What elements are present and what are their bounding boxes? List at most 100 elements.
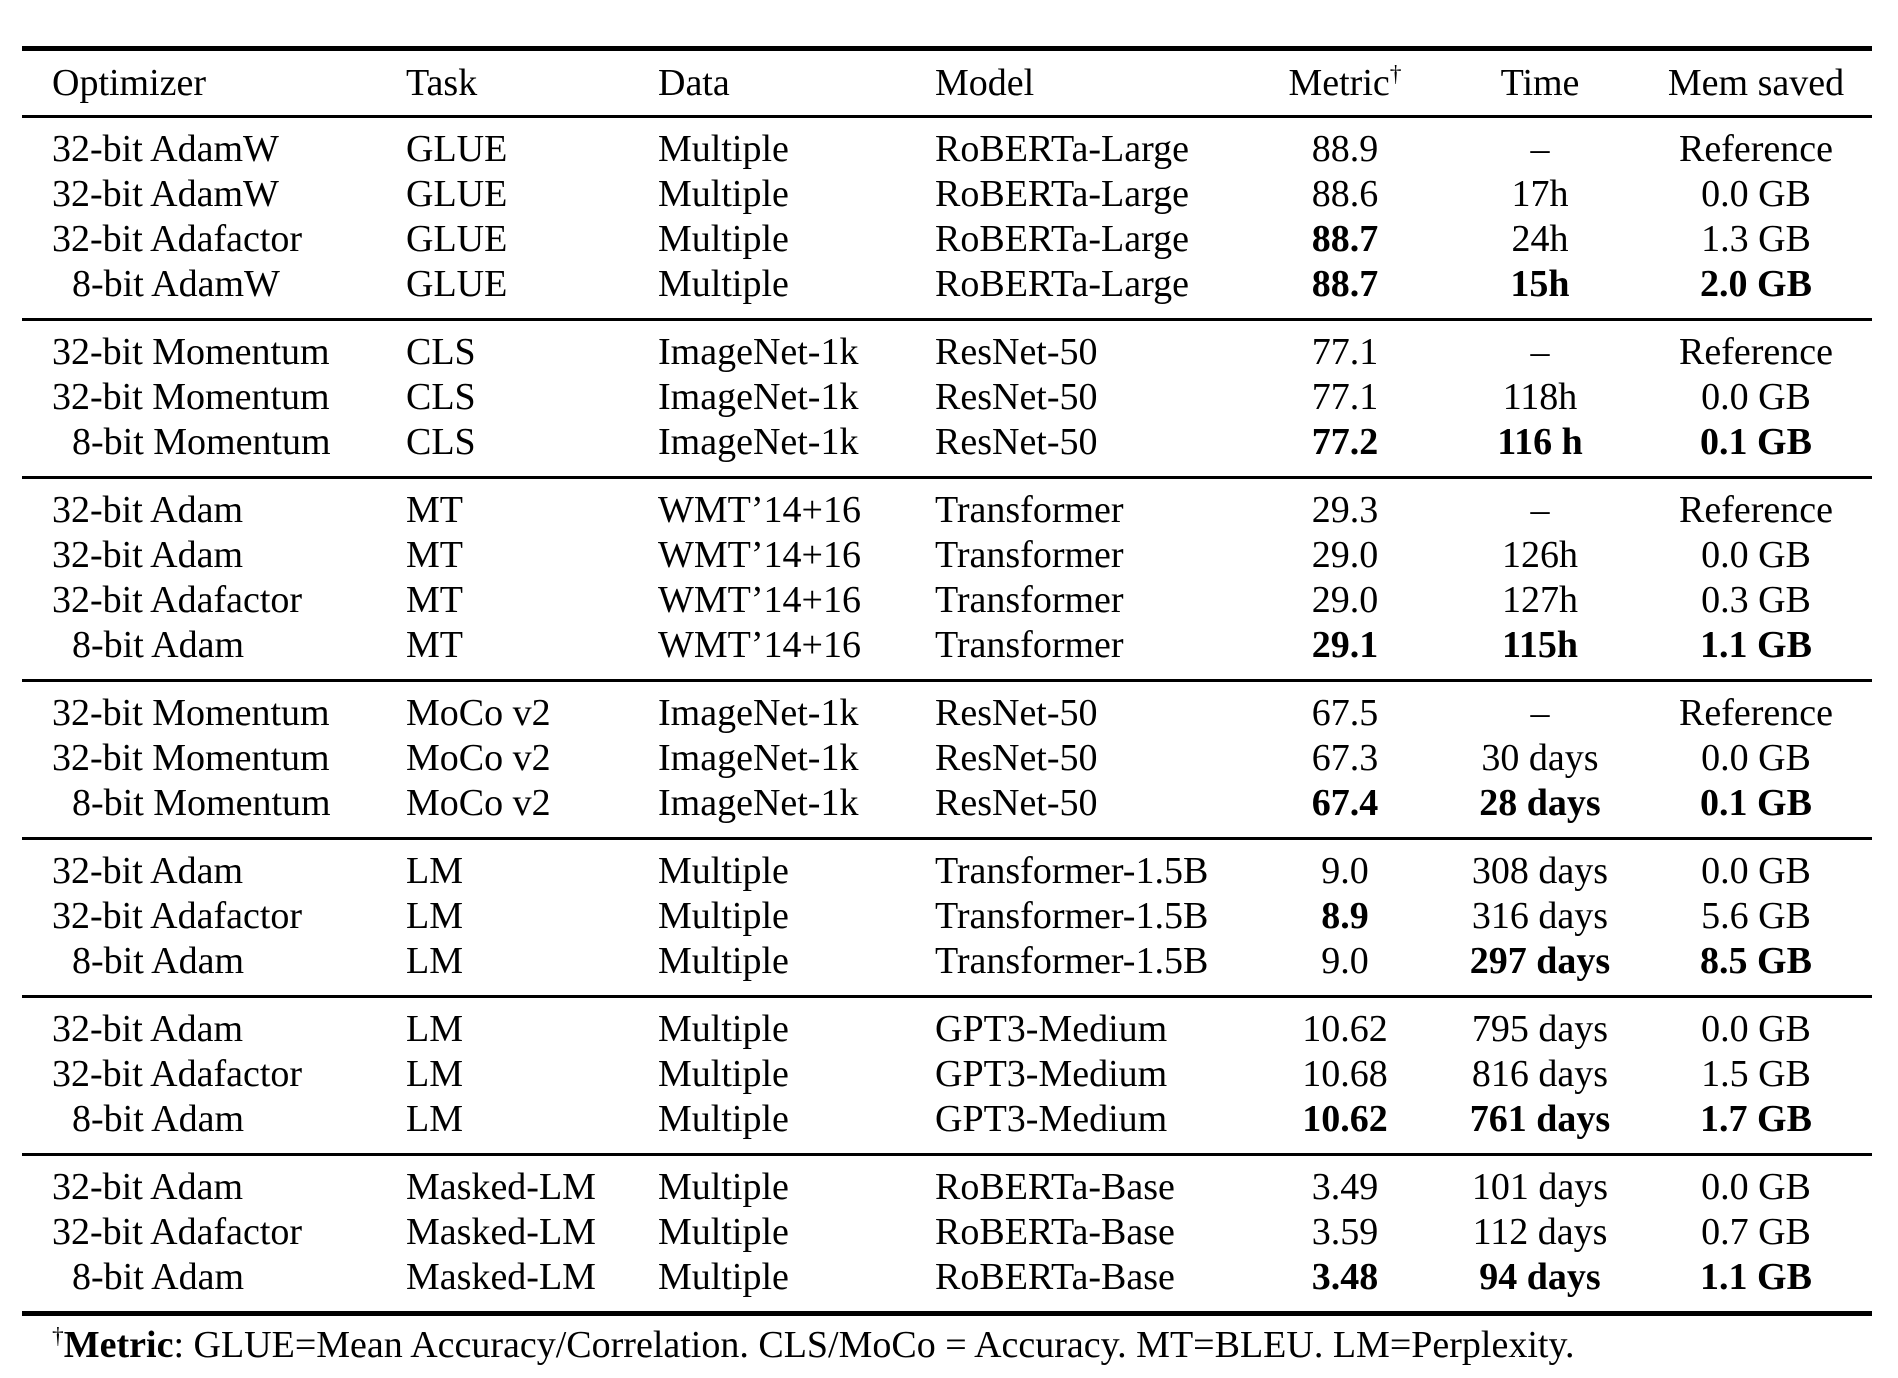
cell-model: GPT3-Medium <box>935 1098 1168 1140</box>
header-row: Optimizer Task Data Model Metric† Time M… <box>22 48 1872 118</box>
cell-mem-saved: 5.6 GB <box>1701 895 1811 937</box>
dagger-icon: † <box>1389 61 1402 88</box>
cell-model: RoBERTa-Large <box>935 263 1189 305</box>
table-group: 32-bit Adam LM Multiple GPT3-Medium 10.62 795… <box>22 996 1872 1155</box>
cell-optimizer: 8-bit Adam <box>72 1256 245 1298</box>
table-row: 8-bit Adam LM Multiple Transformer-1.5B 9.0 2… <box>22 939 1872 997</box>
cell-model: RoBERTa-Large <box>935 128 1189 170</box>
cell-metric: 29.3 <box>1311 489 1379 531</box>
cell-optimizer: 8-bit Adam <box>72 940 245 982</box>
table-group: 32-bit Adam Masked-LM Multiple RoBERTa-Base… <box>22 1154 1872 1314</box>
cell-time: 28 days <box>1479 782 1601 824</box>
cell-task: Masked-LM <box>406 1211 596 1253</box>
cell-optimizer: 32-bit Momentum <box>52 692 330 734</box>
cell-task: CLS <box>406 376 476 418</box>
cell-time: 118h <box>1502 376 1578 418</box>
cell-data: Multiple <box>658 1256 789 1298</box>
table-row: 32-bit AdamW GLUE Multiple RoBERTa-Large 88.… <box>22 172 1872 217</box>
cell-mem-saved: Reference <box>1679 692 1833 734</box>
cell-data: Multiple <box>658 940 789 982</box>
cell-data: Multiple <box>658 1211 789 1253</box>
table-row: 32-bit Momentum MoCo v2 ImageNet-1k ResNet-… <box>22 681 1872 737</box>
cell-metric: 9.0 <box>1321 850 1369 892</box>
cell-metric: 3.59 <box>1311 1211 1379 1253</box>
cell-optimizer: 32-bit Adafactor <box>52 579 303 621</box>
cell-data: ImageNet-1k <box>658 692 859 734</box>
cell-data: Multiple <box>658 1053 789 1095</box>
cell-mem-saved: 0.1 GB <box>1700 421 1812 463</box>
cell-data: ImageNet-1k <box>658 376 859 418</box>
cell-metric: 88.9 <box>1311 128 1379 170</box>
cell-task: LM <box>406 895 463 937</box>
cell-mem-saved: 2.0 GB <box>1700 263 1812 305</box>
cell-task: LM <box>406 1053 463 1095</box>
cell-task: LM <box>406 940 463 982</box>
cell-time: 816 days <box>1471 1053 1609 1095</box>
cell-metric: 10.62 <box>1302 1008 1388 1050</box>
cell-model: ResNet-50 <box>935 421 1098 463</box>
table-row: 32-bit Adafactor GLUE Multiple RoBERTa-Larg… <box>22 217 1872 262</box>
cell-data: Multiple <box>658 218 789 260</box>
cell-task: MT <box>406 624 463 666</box>
cell-metric: 88.6 <box>1311 173 1379 215</box>
cell-optimizer: 32-bit Momentum <box>52 376 330 418</box>
cell-time: 17h <box>1511 173 1569 215</box>
cell-task: MT <box>406 579 463 621</box>
cell-optimizer: 32-bit Adam <box>52 1008 244 1050</box>
cell-time: 761 days <box>1469 1098 1611 1140</box>
cell-mem-saved: 0.0 GB <box>1701 737 1811 779</box>
cell-time: 126h <box>1502 534 1578 576</box>
cell-data: ImageNet-1k <box>658 737 859 779</box>
cell-optimizer: 8-bit Adam <box>72 1098 245 1140</box>
cell-metric: 3.48 <box>1311 1256 1379 1298</box>
footnote: †Metric: GLUE=Mean Accuracy/Correlation.… <box>52 1322 1574 1368</box>
cell-task: MoCo v2 <box>406 737 551 779</box>
cell-metric: 9.0 <box>1321 940 1369 982</box>
cell-task: GLUE <box>406 128 508 170</box>
table-group: 32-bit Momentum CLS ImageNet-1k ResNet-50 77… <box>22 319 1872 478</box>
table-row: 32-bit Adam Masked-LM Multiple RoBERTa-Base… <box>22 1155 1872 1211</box>
col-header-optimizer: Optimizer <box>22 48 406 118</box>
cell-model: Transformer <box>935 534 1124 576</box>
table-row: 8-bit Momentum CLS ImageNet-1k ResNet-50 77.… <box>22 420 1872 478</box>
cell-time: 101 days <box>1471 1166 1609 1208</box>
table-row: 8-bit Adam LM Multiple GPT3-Medium 10.62 761 … <box>22 1097 1872 1155</box>
cell-mem-saved: 0.0 GB <box>1701 376 1811 418</box>
cell-mem-saved: 0.0 GB <box>1701 1166 1811 1208</box>
cell-data: ImageNet-1k <box>658 421 859 463</box>
cell-optimizer: 8-bit Momentum <box>72 782 331 824</box>
cell-metric: 10.68 <box>1302 1053 1388 1095</box>
cell-optimizer: 32-bit AdamW <box>52 173 279 215</box>
cell-optimizer: 32-bit Adafactor <box>52 1053 303 1095</box>
col-header-mem-saved-label: Mem saved <box>1667 62 1845 104</box>
cell-time: – <box>1530 128 1550 170</box>
col-header-data: Data <box>658 48 935 118</box>
cell-model: RoBERTa-Base <box>935 1211 1175 1253</box>
col-header-model: Model <box>935 48 1250 118</box>
cell-optimizer: 32-bit Momentum <box>52 331 330 373</box>
cell-model: Transformer <box>935 624 1124 666</box>
cell-model: Transformer-1.5B <box>935 940 1209 982</box>
cell-data: WMT’14+16 <box>658 624 861 666</box>
cell-time: 127h <box>1502 579 1578 621</box>
col-header-time-label: Time <box>1500 62 1580 104</box>
table-row: 32-bit Adafactor MT WMT’14+16 Transformer 29… <box>22 578 1872 623</box>
table-row: 8-bit Adam Masked-LM Multiple RoBERTa-Base 3… <box>22 1255 1872 1314</box>
cell-metric: 3.49 <box>1311 1166 1379 1208</box>
cell-time: 795 days <box>1471 1008 1609 1050</box>
cell-mem-saved: 0.7 GB <box>1701 1211 1811 1253</box>
cell-model: RoBERTa-Base <box>935 1166 1175 1208</box>
cell-data: WMT’14+16 <box>658 579 861 621</box>
cell-mem-saved: 0.1 GB <box>1700 782 1812 824</box>
cell-task: GLUE <box>406 173 508 215</box>
cell-mem-saved: Reference <box>1679 331 1833 373</box>
cell-mem-saved: 1.1 GB <box>1700 624 1812 666</box>
cell-optimizer: 8-bit Momentum <box>72 421 331 463</box>
cell-model: ResNet-50 <box>935 692 1098 734</box>
table-row: 32-bit Adam LM Multiple GPT3-Medium 10.62 795… <box>22 997 1872 1053</box>
cell-task: MT <box>406 489 463 531</box>
cell-time: 15h <box>1510 263 1570 305</box>
col-header-mem-saved: Mem saved <box>1640 48 1872 118</box>
cell-mem-saved: 1.5 GB <box>1701 1053 1811 1095</box>
cell-time: 112 days <box>1472 1211 1608 1253</box>
